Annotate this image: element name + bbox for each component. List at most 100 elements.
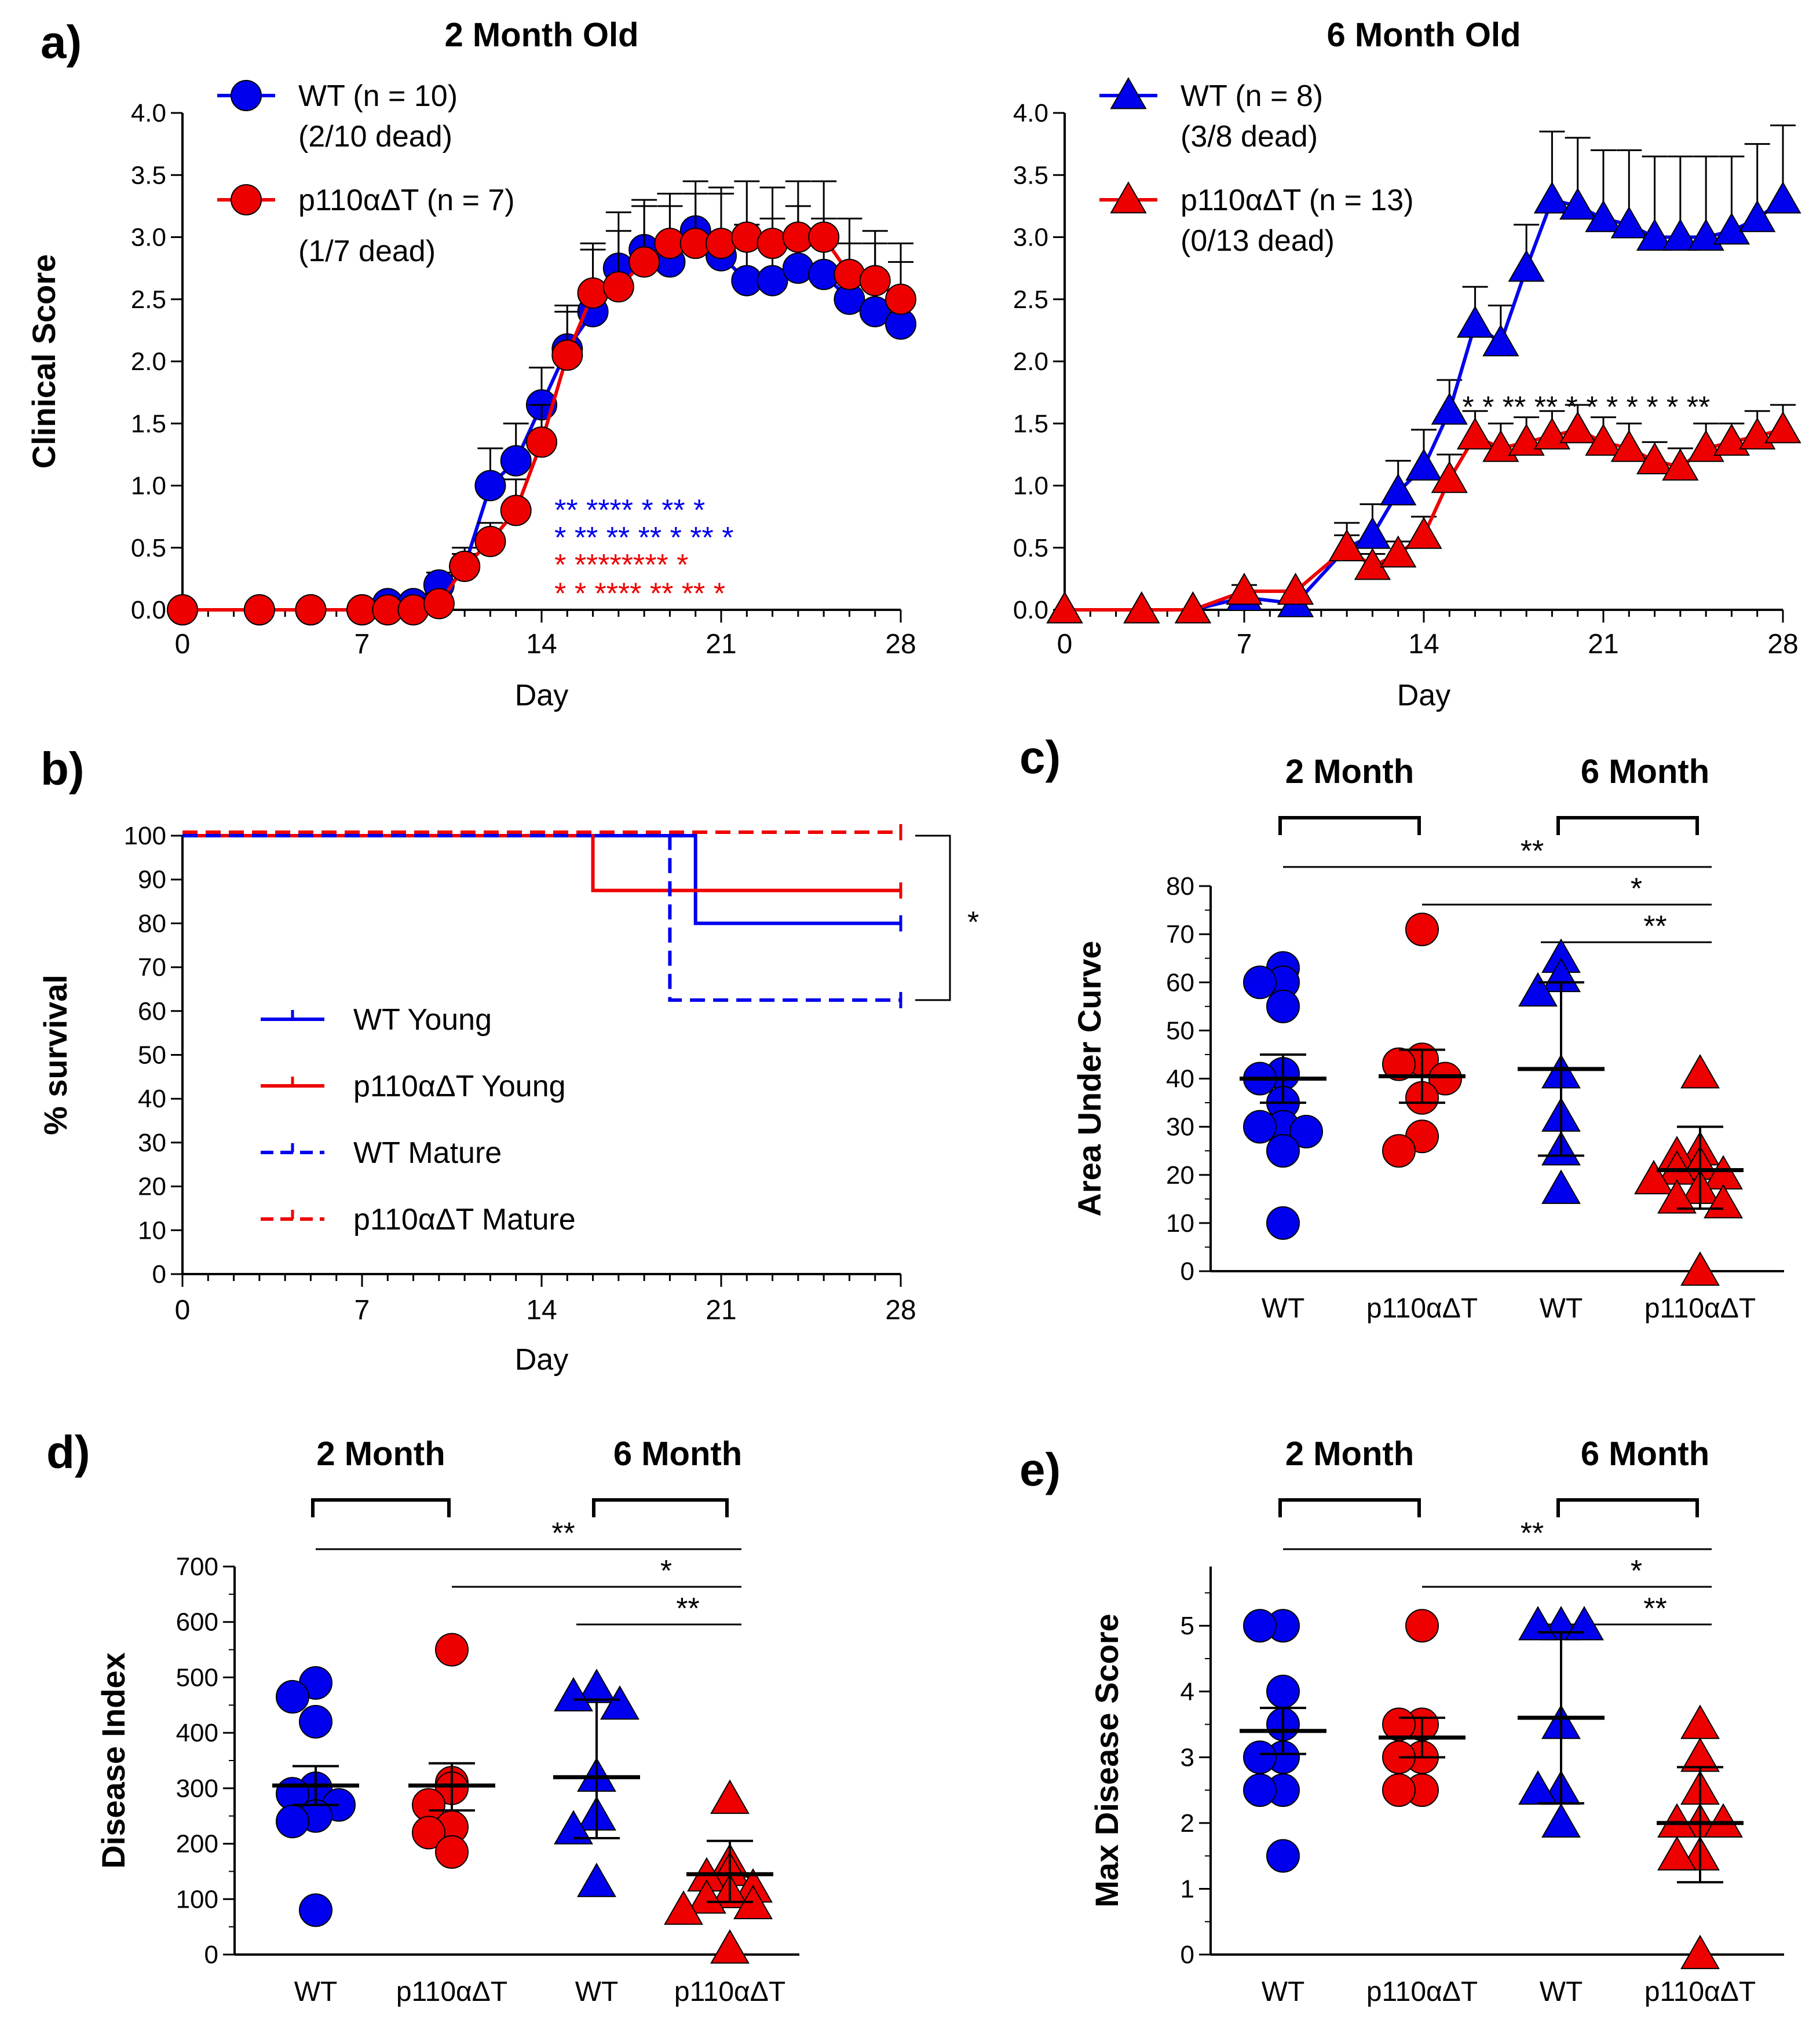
data-point [664, 1890, 703, 1925]
significance-stars: ** [551, 1517, 575, 1550]
legend-marker [1110, 181, 1147, 214]
y-tick-label: 3.5 [1013, 161, 1048, 189]
data-point [1739, 200, 1776, 232]
group-bracket [1556, 816, 1699, 835]
data-point [551, 339, 583, 371]
data-point [834, 258, 865, 290]
significance-stars: * * ** ** * * * * * * ** [1462, 391, 1710, 425]
data-point [1541, 1169, 1581, 1204]
data-point [1680, 1251, 1720, 1286]
x-tick-label: 0 [1057, 629, 1073, 660]
data-point [1405, 1609, 1439, 1643]
data-point [706, 228, 737, 259]
group-2 [1518, 1605, 1605, 1838]
data-point [756, 228, 788, 259]
y-axis-title: Max Disease Score [1088, 1613, 1125, 1907]
data-point [412, 1816, 445, 1850]
legend-note: (1/7 dead) [298, 235, 436, 268]
y-tick-label: 50 [1166, 1016, 1194, 1045]
data-point [1382, 1134, 1416, 1168]
x-category-label: p110αΔT [674, 1977, 785, 2007]
data-point [423, 588, 455, 620]
y-tick-label: 1.0 [131, 472, 166, 500]
y-tick-label: 70 [138, 953, 166, 982]
x-tick-label: 21 [1588, 629, 1618, 660]
data-point [1559, 187, 1596, 220]
data-point [474, 470, 506, 502]
y-tick-label: 100 [124, 822, 166, 850]
group-bracket [311, 1498, 451, 1517]
data-point [1764, 411, 1801, 444]
y-tick-label: 60 [138, 997, 166, 1026]
group-1 [1379, 912, 1465, 1168]
data-point [710, 1779, 750, 1814]
group-3 [1634, 1053, 1744, 1286]
y-tick-label: 1 [1181, 1875, 1194, 1903]
legend-label: p110αΔT Young [353, 1070, 566, 1103]
x-tick-label: 21 [706, 629, 736, 660]
legend-note: (2/10 dead) [298, 120, 452, 153]
significance-stars: ** [1643, 910, 1666, 943]
group-header: 6 Month [1581, 753, 1709, 791]
x-category-label: p110αΔT [1644, 1977, 1756, 2007]
data-point [435, 1633, 469, 1667]
y-tick-label: 70 [1166, 920, 1194, 949]
legend-marker [1110, 77, 1147, 109]
data-point [1764, 181, 1801, 214]
data-point [1657, 1836, 1697, 1871]
y-tick-label: 500 [176, 1663, 218, 1692]
data-point [167, 594, 198, 625]
significance-stars: ** [1643, 1592, 1666, 1626]
y-tick-label: 1.5 [131, 409, 166, 438]
group-bracket [1278, 816, 1421, 835]
significance-stars: ** [676, 1592, 699, 1626]
chart-title: 6 Month Old [1326, 16, 1521, 54]
data-point [1610, 206, 1647, 239]
data-point [1266, 1206, 1300, 1240]
data-point [500, 495, 532, 526]
data-point [782, 252, 814, 284]
data-point [474, 526, 506, 558]
data-point [1518, 1770, 1558, 1805]
y-tick-label: 80 [138, 909, 166, 938]
y-tick-label: 80 [1166, 872, 1194, 901]
y-tick-label: 3.5 [131, 161, 166, 189]
legend-label: p110αΔT Mature [353, 1203, 576, 1236]
data-point [1226, 572, 1263, 605]
y-tick-label: 4.0 [1013, 99, 1048, 127]
y-tick-label: 1.0 [1013, 472, 1048, 500]
y-tick-label: 40 [138, 1085, 166, 1113]
data-point [1405, 912, 1439, 946]
data-point [859, 265, 891, 297]
x-category-label: p110αΔT [1644, 1293, 1756, 1324]
data-point [1657, 1179, 1697, 1214]
x-axis-title: Day [515, 679, 568, 712]
x-tick-label: 7 [1237, 629, 1252, 660]
data-point [243, 594, 275, 625]
chart-clinical-6month: 6 Month Old 0 7 14 21 28 0.0 0.5 1.0 1.5 2.0 2.5 3.0… [1013, 16, 1801, 712]
data-point [299, 1893, 332, 1927]
data-point [628, 246, 660, 278]
significance-bracket [915, 835, 951, 1001]
y-tick-label: 700 [176, 1553, 218, 1581]
data-point [1456, 417, 1494, 450]
group-2 [553, 1668, 640, 1897]
group-2 [1518, 938, 1605, 1204]
data-point [1266, 989, 1300, 1023]
data-point [1704, 1803, 1743, 1838]
data-point [756, 265, 788, 297]
x-category-label: p110αΔT [1366, 1293, 1478, 1324]
significance-stars: * [1631, 872, 1642, 906]
data-point [577, 277, 609, 309]
x-axis-title: Day [515, 1343, 568, 1377]
x-category-label: WT [1540, 1293, 1583, 1324]
legend-label: WT (n = 10) [298, 79, 458, 113]
data-point [1123, 591, 1160, 624]
legend-label: p110αΔT (n = 13) [1181, 184, 1414, 217]
y-tick-label: 3 [1181, 1743, 1194, 1772]
y-axis-title: Disease Index [95, 1652, 131, 1869]
data-point [1518, 1605, 1558, 1641]
significance-stars: ** [1521, 835, 1544, 868]
group-header: 2 Month [316, 1435, 445, 1473]
y-tick-label: 2.5 [1013, 286, 1048, 314]
